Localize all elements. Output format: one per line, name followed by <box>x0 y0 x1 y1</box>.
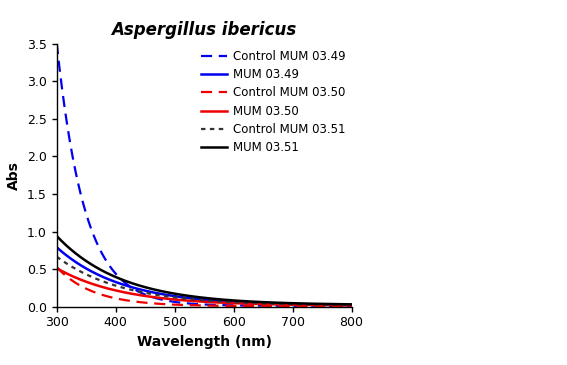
Y-axis label: Abs: Abs <box>7 161 22 190</box>
MUM 03.51 <box>289 301 295 306</box>
MUM 03.51 <box>172 292 179 296</box>
Control MUM 03.49 <box>289 304 295 308</box>
MUM 03.51 <box>283 301 290 305</box>
Line: MUM 03.51: MUM 03.51 <box>57 236 352 304</box>
MUM 03.50 <box>348 303 355 307</box>
MUM 03.49 <box>283 302 290 306</box>
Control MUM 03.49 <box>283 304 290 308</box>
MUM 03.49 <box>289 302 295 307</box>
MUM 03.51 <box>183 293 190 298</box>
Control MUM 03.50 <box>256 304 263 308</box>
MUM 03.49 <box>53 245 60 249</box>
Control MUM 03.50 <box>183 303 190 307</box>
Line: Control MUM 03.51: Control MUM 03.51 <box>57 257 352 305</box>
Control MUM 03.50 <box>83 287 90 291</box>
MUM 03.50 <box>256 302 263 306</box>
Legend: Control MUM 03.49, MUM 03.49, Control MUM 03.50, MUM 03.50, Control MUM 03.51, M: Control MUM 03.49, MUM 03.49, Control MU… <box>201 50 346 154</box>
Title: Aspergillus ibericus: Aspergillus ibericus <box>112 22 297 39</box>
Control MUM 03.49 <box>83 214 90 218</box>
MUM 03.50 <box>83 280 90 284</box>
X-axis label: Wavelength (nm): Wavelength (nm) <box>137 335 272 349</box>
MUM 03.49 <box>172 294 179 299</box>
Control MUM 03.49 <box>53 41 60 45</box>
MUM 03.50 <box>172 297 179 302</box>
Control MUM 03.51 <box>283 302 290 306</box>
Control MUM 03.51 <box>53 254 60 259</box>
MUM 03.49 <box>256 301 263 306</box>
Control MUM 03.49 <box>183 301 190 306</box>
Control MUM 03.51 <box>289 302 295 306</box>
MUM 03.50 <box>53 266 60 270</box>
Control MUM 03.49 <box>256 303 263 308</box>
Control MUM 03.49 <box>348 304 355 308</box>
Control MUM 03.50 <box>53 265 60 269</box>
Line: Control MUM 03.50: Control MUM 03.50 <box>57 267 352 306</box>
Line: MUM 03.50: MUM 03.50 <box>57 268 352 305</box>
MUM 03.51 <box>256 300 263 304</box>
Control MUM 03.51 <box>183 296 190 301</box>
Control MUM 03.50 <box>289 304 295 308</box>
MUM 03.50 <box>183 298 190 303</box>
Line: MUM 03.49: MUM 03.49 <box>57 247 352 305</box>
MUM 03.50 <box>289 303 295 307</box>
MUM 03.49 <box>83 267 90 271</box>
Control MUM 03.50 <box>172 303 179 307</box>
Line: Control MUM 03.49: Control MUM 03.49 <box>57 43 352 306</box>
MUM 03.50 <box>283 302 290 307</box>
Control MUM 03.51 <box>172 295 179 300</box>
MUM 03.51 <box>53 234 60 238</box>
Control MUM 03.51 <box>83 272 90 277</box>
Control MUM 03.49 <box>172 300 179 304</box>
MUM 03.49 <box>183 296 190 300</box>
MUM 03.51 <box>348 302 355 307</box>
MUM 03.51 <box>83 259 90 264</box>
MUM 03.49 <box>348 303 355 307</box>
Control MUM 03.51 <box>256 301 263 306</box>
Control MUM 03.50 <box>348 304 355 308</box>
Control MUM 03.50 <box>283 304 290 308</box>
Control MUM 03.51 <box>348 303 355 307</box>
